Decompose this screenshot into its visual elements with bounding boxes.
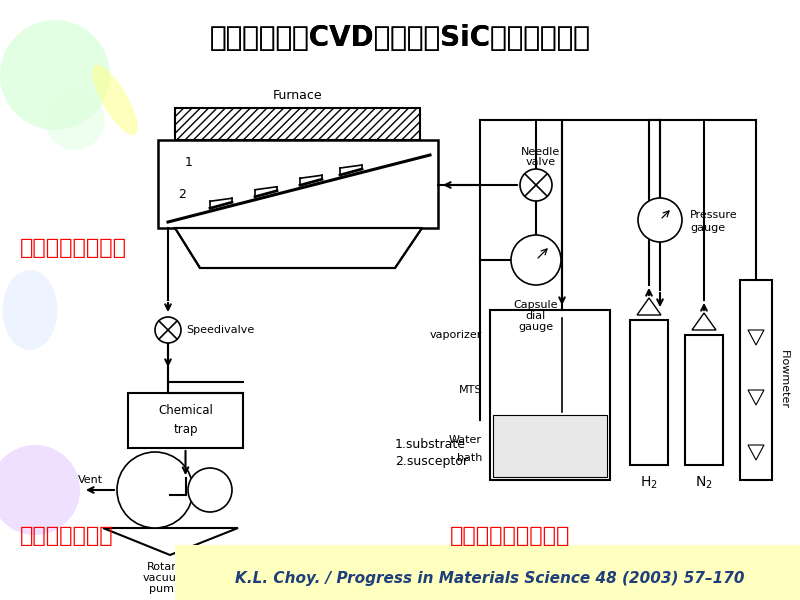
Bar (128, 393, 243, 448)
Text: Furnace: Furnace (273, 89, 323, 102)
Text: 2: 2 (178, 188, 186, 202)
Text: K.L. Choy. / Progress in Materials Science 48 (2003) 57–170: K.L. Choy. / Progress in Materials Scien… (235, 571, 745, 586)
Polygon shape (103, 528, 238, 555)
Bar (493, 415, 607, 477)
Circle shape (520, 169, 552, 201)
Bar (175, 545, 800, 600)
Ellipse shape (2, 270, 58, 350)
Bar (630, 320, 668, 465)
Text: Flowmeter: Flowmeter (779, 350, 789, 409)
Text: Needle: Needle (522, 147, 561, 157)
Bar (175, 108, 420, 140)
Text: 实验室用典型CVD设备沉积SiC涂层装置简图: 实验室用典型CVD设备沉积SiC涂层装置简图 (210, 24, 590, 52)
Polygon shape (748, 330, 764, 345)
Ellipse shape (0, 20, 110, 130)
Text: Speedivalve: Speedivalve (186, 325, 254, 335)
Ellipse shape (45, 90, 105, 150)
Text: Pressure: Pressure (690, 210, 738, 220)
Text: H$_2$: H$_2$ (640, 475, 658, 491)
Polygon shape (637, 298, 661, 315)
Text: Rotary: Rotary (146, 562, 183, 572)
Text: N$_2$: N$_2$ (695, 475, 713, 491)
Bar (490, 310, 610, 480)
Text: gauge: gauge (690, 223, 725, 233)
Text: trap: trap (174, 424, 198, 437)
Text: gauge: gauge (518, 322, 554, 332)
Text: 排出气控制系统: 排出气控制系统 (20, 526, 114, 546)
Text: 气相前驱体供给系统: 气相前驱体供给系统 (450, 526, 570, 546)
Circle shape (638, 198, 682, 242)
Polygon shape (748, 390, 764, 405)
Bar (158, 140, 438, 228)
Text: Capsule: Capsule (514, 300, 558, 310)
Circle shape (511, 235, 561, 285)
Circle shape (188, 468, 232, 512)
Text: vaporizer: vaporizer (430, 330, 482, 340)
Bar (740, 280, 772, 480)
Text: MTS: MTS (458, 385, 482, 395)
Text: 1.substrate: 1.substrate (395, 439, 466, 451)
Text: 化学气相沉积系统: 化学气相沉积系统 (20, 238, 127, 258)
Text: Vent: Vent (78, 475, 102, 485)
Polygon shape (692, 313, 716, 330)
Polygon shape (175, 228, 422, 268)
Text: valve: valve (526, 157, 556, 167)
Circle shape (117, 452, 193, 528)
Text: 实验室用典型CVD设备沉积SiC涂层装置简图: 实验室用典型CVD设备沉积SiC涂层装置简图 (210, 24, 590, 52)
Ellipse shape (0, 445, 80, 535)
Text: Water: Water (449, 435, 482, 445)
Circle shape (155, 317, 181, 343)
Bar (685, 335, 723, 465)
Text: 2.susceptor: 2.susceptor (395, 455, 468, 469)
Polygon shape (748, 445, 764, 460)
Text: dial: dial (526, 311, 546, 321)
Text: vacuum: vacuum (142, 573, 187, 583)
Text: pump: pump (149, 584, 181, 594)
Text: Chemical: Chemical (158, 404, 213, 418)
Text: bath: bath (457, 453, 482, 463)
Text: 1: 1 (185, 155, 193, 169)
Ellipse shape (92, 65, 138, 135)
